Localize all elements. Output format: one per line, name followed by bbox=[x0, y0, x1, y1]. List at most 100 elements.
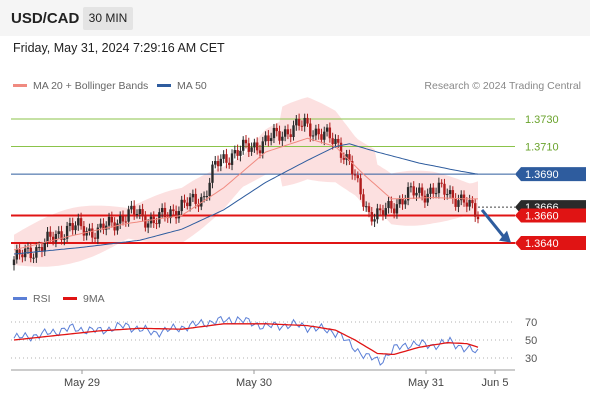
candle-body bbox=[339, 142, 343, 158]
candle-body bbox=[124, 221, 128, 223]
candle-body bbox=[429, 187, 432, 194]
candle-body bbox=[15, 249, 18, 260]
x-tick-label: May 29 bbox=[63, 377, 101, 389]
candle-body bbox=[219, 158, 223, 167]
candle-body bbox=[437, 182, 441, 194]
candle-body bbox=[32, 257, 35, 259]
rsi-swatch bbox=[13, 296, 27, 300]
candle-body bbox=[188, 197, 192, 207]
candle-body bbox=[141, 209, 144, 217]
candle-body bbox=[79, 218, 83, 227]
candle-body bbox=[250, 147, 253, 152]
candle-body bbox=[225, 154, 228, 163]
candle-body bbox=[216, 161, 220, 167]
price-label-1.3710: 1.3710 bbox=[525, 142, 559, 154]
candle-body bbox=[446, 194, 449, 196]
timestamp: Friday, May 31, 2024 7:29:16 AM CET bbox=[13, 41, 225, 55]
legend-ma20: MA 20 + Bollinger Bands bbox=[13, 80, 148, 92]
candle-body bbox=[420, 187, 424, 196]
candle-body bbox=[242, 139, 245, 151]
candle-body bbox=[228, 162, 231, 165]
timeframe-button[interactable]: 30 MIN bbox=[83, 7, 133, 30]
candle-body bbox=[295, 118, 298, 126]
candle-body bbox=[432, 187, 435, 194]
candle-body bbox=[443, 183, 446, 195]
candle-body bbox=[71, 223, 74, 231]
x-tick-label: May 31 bbox=[407, 377, 445, 389]
candle-body bbox=[440, 182, 443, 184]
candle-body bbox=[49, 231, 52, 237]
candle-body bbox=[247, 143, 250, 152]
candle-body bbox=[300, 125, 304, 127]
candle-body bbox=[233, 150, 237, 154]
candle-body bbox=[289, 134, 292, 137]
candle-body bbox=[401, 198, 404, 205]
candle-body bbox=[60, 231, 63, 240]
candle-body bbox=[348, 154, 351, 162]
rsi-line bbox=[13, 315, 479, 366]
candle-body bbox=[54, 233, 58, 242]
symbol-title: USD/CAD bbox=[11, 10, 80, 27]
ma9-swatch bbox=[63, 296, 77, 300]
price-label-1.3730: 1.3730 bbox=[525, 114, 559, 126]
candle-body bbox=[387, 201, 390, 209]
candle-body bbox=[144, 216, 147, 228]
candle-body bbox=[130, 205, 133, 210]
candle-body bbox=[303, 117, 306, 127]
top-toolbar: USD/CAD 30 MIN bbox=[0, 0, 590, 36]
candle-body bbox=[367, 206, 371, 213]
candle-body bbox=[454, 198, 457, 207]
candle-body bbox=[404, 200, 407, 205]
candle-body bbox=[258, 150, 262, 154]
candle-body bbox=[177, 211, 181, 219]
candle-body bbox=[82, 226, 86, 236]
candle-body bbox=[457, 200, 460, 207]
candle-body bbox=[174, 211, 178, 219]
candle-body bbox=[99, 223, 102, 228]
candle-body bbox=[132, 205, 136, 215]
candle-body bbox=[244, 139, 248, 144]
candle-body bbox=[211, 164, 214, 183]
ma50-line bbox=[13, 143, 479, 255]
candle-body bbox=[230, 153, 234, 165]
candle-body bbox=[88, 228, 91, 232]
price-label-1.3690: 1.3690 bbox=[525, 169, 559, 181]
candle-body bbox=[18, 249, 21, 255]
candle-body bbox=[63, 238, 66, 240]
candle-body bbox=[311, 135, 315, 137]
candle-body bbox=[163, 207, 167, 218]
candle-body bbox=[26, 247, 30, 249]
candle-body bbox=[155, 223, 158, 225]
ma50-swatch bbox=[157, 83, 171, 87]
candle-body bbox=[378, 208, 382, 211]
candle-body bbox=[398, 198, 401, 205]
candle-body bbox=[362, 194, 365, 207]
price-label-box-1.3690 bbox=[515, 167, 586, 182]
candle-body bbox=[376, 208, 379, 220]
candle-body bbox=[275, 127, 278, 132]
forecast-arrow-head bbox=[499, 230, 511, 243]
candle-body bbox=[208, 182, 211, 197]
candle-body bbox=[135, 214, 139, 216]
candle-body bbox=[214, 161, 217, 165]
rsi-ma-line bbox=[13, 323, 479, 356]
candle-body bbox=[364, 206, 368, 208]
candle-body bbox=[418, 187, 421, 193]
candle-body bbox=[85, 231, 88, 236]
candle-body bbox=[236, 150, 239, 156]
candle-body bbox=[46, 231, 49, 243]
candle-body bbox=[202, 196, 206, 198]
candle-body bbox=[267, 135, 270, 142]
candle-body bbox=[261, 141, 264, 154]
candle-body bbox=[370, 212, 373, 222]
candle-body bbox=[359, 178, 362, 195]
candle-body bbox=[200, 197, 203, 207]
candle-body bbox=[337, 138, 340, 143]
candle-body bbox=[381, 210, 385, 216]
candle-body bbox=[309, 123, 312, 137]
candle-body bbox=[451, 190, 455, 199]
price-label-box-1.3640 bbox=[515, 236, 586, 250]
x-tick-label: May 30 bbox=[235, 377, 273, 389]
candle-body bbox=[110, 216, 114, 223]
